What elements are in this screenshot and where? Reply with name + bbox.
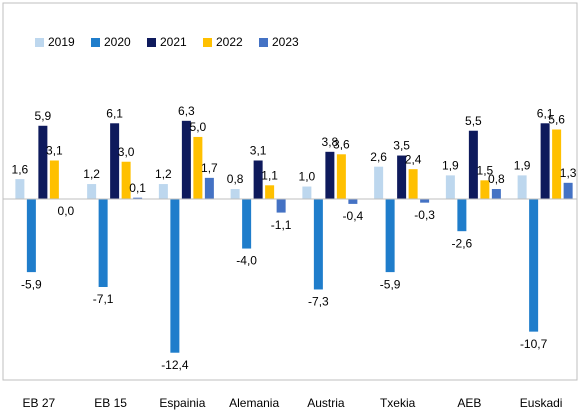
bar [193,136,203,199]
legend-label: 2023 [272,35,299,49]
legend-swatch [91,38,100,47]
bar [276,198,286,213]
legend-swatch [259,38,268,47]
bar [242,198,252,249]
bar [325,151,335,199]
legend-label: 2019 [48,35,75,49]
data-label: 5,9 [35,109,52,123]
data-label: 6,1 [537,106,554,120]
data-label: 5,5 [465,114,482,128]
bar [121,161,131,199]
bar [26,198,36,273]
data-label: 3,5 [393,139,410,153]
x-tick-label: Euskadi [520,396,563,410]
bar [110,123,120,199]
data-label: 0,8 [488,172,505,186]
data-label: 2,4 [405,152,422,166]
data-label: 1,6 [12,162,29,176]
data-label: 3,0 [118,145,135,159]
data-label: 5,6 [548,113,565,127]
legend-label: 2020 [104,35,131,49]
bar [49,160,59,199]
data-label: -0,3 [414,208,435,222]
bar [302,186,312,199]
bar [517,175,527,199]
data-label: -4,0 [236,254,257,268]
bar [385,198,395,273]
bar [408,169,418,199]
x-tick-label: EB 15 [94,396,127,410]
data-label: 3,1 [46,144,63,158]
bar [529,198,539,332]
data-label: -7,1 [93,292,114,306]
bar [230,189,240,199]
bar [457,198,467,232]
data-label: 2,6 [370,150,387,164]
plot-frame [2,2,578,381]
bar [170,198,180,353]
bar [265,185,275,199]
x-tick-label: Alemania [229,396,279,410]
legend-label: 2021 [160,35,187,49]
x-tick-label: Espainia [159,396,205,410]
bar [468,130,478,199]
x-tick-label: AEB [457,396,481,410]
data-label: -1,1 [271,218,292,232]
bar [181,120,191,199]
bar [491,189,501,199]
data-label: -2,6 [452,236,473,250]
legend-label: 2022 [216,35,243,49]
bar [87,184,97,199]
bar [374,166,384,199]
data-label: 1,1 [261,168,278,182]
data-label: 1,9 [442,159,459,173]
bar [313,198,323,290]
data-label: 3,1 [250,144,267,158]
data-label: -7,3 [308,295,329,309]
data-label: 3,6 [333,137,350,151]
bar [552,129,562,199]
x-tick-label: Txekia [380,396,416,410]
bar [133,197,143,199]
data-label: 6,1 [106,106,123,120]
data-label: -0,4 [343,209,364,223]
bar [336,154,346,199]
legend-swatch [147,38,156,47]
data-label: 0,0 [58,204,75,218]
bar [204,177,214,199]
bar [348,198,358,204]
data-label: 1,5 [477,164,494,178]
data-label: 1,0 [299,170,316,184]
legend-swatch [203,38,212,47]
bar [38,125,48,199]
data-label: 1,9 [514,159,531,173]
x-tick-label: Austria [307,396,345,410]
data-label: -12,4 [161,358,189,372]
data-label: 1,7 [201,161,218,175]
bar [98,198,108,287]
bar [563,182,573,199]
data-label: 0,1 [129,181,146,195]
data-label: -5,9 [380,277,401,291]
data-label: 1,2 [155,167,172,181]
bar [253,160,263,199]
data-label: 0,8 [227,172,244,186]
data-label: 1,2 [83,167,100,181]
bar [540,123,550,199]
bar [480,180,490,199]
data-label: 6,3 [178,104,195,118]
bar [15,179,25,199]
data-label: 1,3 [560,166,577,180]
bar [420,198,430,203]
bar [397,155,407,199]
data-label: 3,8 [322,135,339,149]
data-label: 5,0 [190,120,207,134]
bar [445,175,455,199]
x-tick-label: EB 27 [23,396,56,410]
legend-swatch [35,38,44,47]
data-label: -5,9 [21,277,42,291]
data-label: -10,7 [520,337,548,351]
bar [158,184,168,199]
